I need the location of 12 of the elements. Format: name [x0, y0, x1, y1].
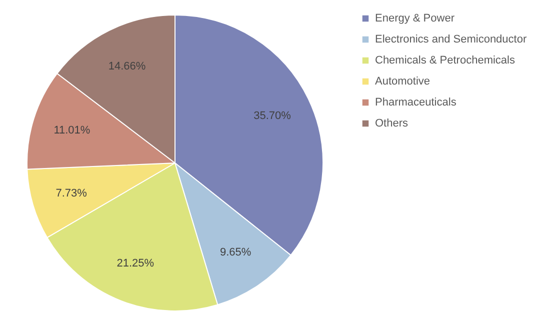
legend-label: Chemicals & Petrochemicals [375, 54, 516, 66]
data-label: 21.25% [116, 257, 154, 270]
legend-label: Pharmaceuticals [375, 96, 457, 108]
data-label: 7.73% [56, 187, 88, 200]
data-label: 11.01% [54, 124, 90, 137]
legend-label: Energy & Power [375, 12, 455, 24]
legend-label: Others [375, 118, 409, 130]
data-label: 9.65% [220, 246, 252, 258]
legend-label: Automotive [375, 76, 430, 88]
data-label: 35.70% [254, 110, 292, 122]
legend-label: Electronics and Semiconductor [375, 34, 527, 46]
data-label: 14.66% [108, 60, 146, 72]
